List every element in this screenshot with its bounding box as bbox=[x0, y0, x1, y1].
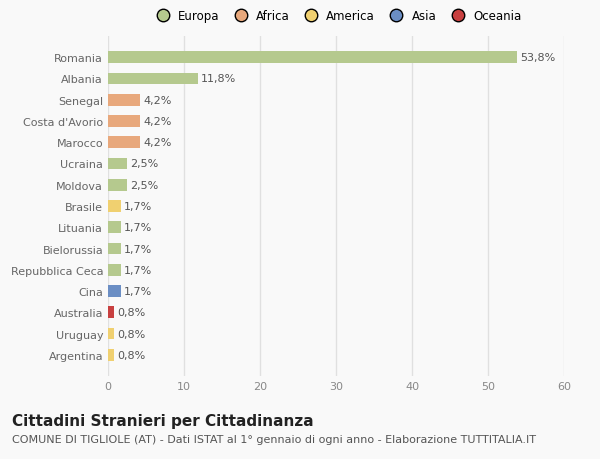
Bar bbox=[108, 52, 517, 64]
Text: 4,2%: 4,2% bbox=[143, 95, 172, 106]
Legend: Europa, Africa, America, Asia, Oceania: Europa, Africa, America, Asia, Oceania bbox=[146, 5, 526, 28]
Bar bbox=[108, 222, 121, 234]
Bar bbox=[108, 264, 121, 276]
Bar bbox=[108, 285, 121, 297]
Text: 0,8%: 0,8% bbox=[117, 350, 145, 360]
Text: 1,7%: 1,7% bbox=[124, 223, 152, 233]
Text: 2,5%: 2,5% bbox=[130, 180, 158, 190]
Bar bbox=[108, 243, 121, 255]
Text: Cittadini Stranieri per Cittadinanza: Cittadini Stranieri per Cittadinanza bbox=[12, 413, 314, 428]
Bar bbox=[108, 73, 197, 85]
Bar bbox=[108, 201, 121, 213]
Bar bbox=[108, 158, 127, 170]
Text: 4,2%: 4,2% bbox=[143, 117, 172, 127]
Text: 11,8%: 11,8% bbox=[201, 74, 236, 84]
Bar bbox=[108, 137, 140, 149]
Bar bbox=[108, 95, 140, 106]
Text: 1,7%: 1,7% bbox=[124, 286, 152, 297]
Bar bbox=[108, 179, 127, 191]
Text: 1,7%: 1,7% bbox=[124, 265, 152, 275]
Text: COMUNE DI TIGLIOLE (AT) - Dati ISTAT al 1° gennaio di ogni anno - Elaborazione T: COMUNE DI TIGLIOLE (AT) - Dati ISTAT al … bbox=[12, 434, 536, 444]
Text: 1,7%: 1,7% bbox=[124, 244, 152, 254]
Bar bbox=[108, 307, 114, 319]
Text: 0,8%: 0,8% bbox=[117, 308, 145, 318]
Text: 2,5%: 2,5% bbox=[130, 159, 158, 169]
Text: 4,2%: 4,2% bbox=[143, 138, 172, 148]
Bar bbox=[108, 116, 140, 128]
Text: 53,8%: 53,8% bbox=[520, 53, 555, 63]
Bar bbox=[108, 328, 114, 340]
Bar bbox=[108, 349, 114, 361]
Text: 1,7%: 1,7% bbox=[124, 202, 152, 212]
Text: 0,8%: 0,8% bbox=[117, 329, 145, 339]
